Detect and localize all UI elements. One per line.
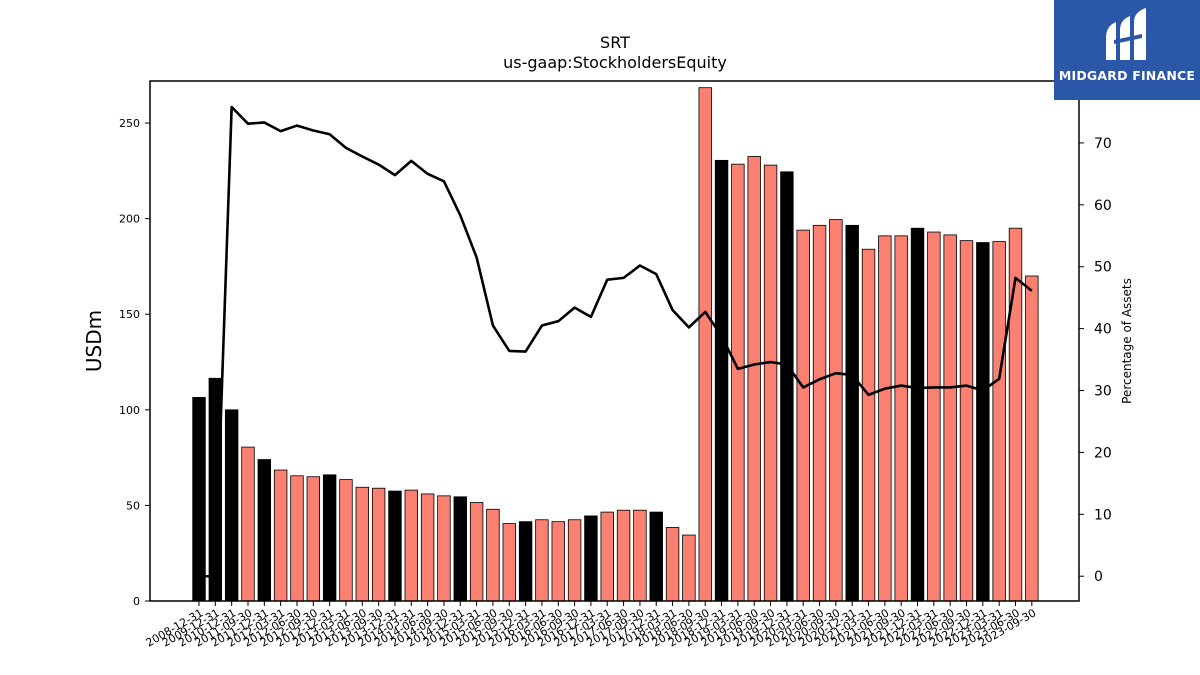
bar-2021-06-30 [878,235,892,602]
bar-2010-12-31 [224,409,239,602]
bar-2021-12-31 [910,227,925,602]
y2-tick-label: 30 [1094,384,1112,400]
x-axis: 2008-12-312009-12-312010-12-312011-09-30… [144,601,1038,650]
bar-2008-12-31 [192,396,206,602]
bar-2017-09-30 [633,509,647,602]
y-axis-right: 0 10 20 30 40 50 60 70 [1079,136,1112,585]
bar-2020-06-30 [812,224,827,602]
bar-2011-12-31 [257,459,272,602]
logo-text: MIDGARD FINANCE [1058,68,1196,83]
y-tick-label: 200 [119,213,140,226]
bar-2021-03-31 [861,248,876,602]
bar-2014-06-30 [420,493,435,602]
bar-2012-06-30 [290,475,304,602]
y2-tick-label: 0 [1094,569,1103,585]
bar-2020-09-30 [829,219,843,602]
y2-tick-label: 10 [1094,507,1112,523]
bar-2015-06-30 [486,508,500,602]
bar-2021-09-30 [894,235,908,602]
bar-2012-12-31 [322,474,337,602]
bar-2014-12-31 [453,496,467,602]
bar-2014-03-31 [404,489,418,602]
bar-2018-09-30 [698,87,712,602]
y-tick-label: 150 [119,308,140,321]
chart-subtitle: us-gaap:StockholdersEquity [503,53,727,72]
y-axis-label: USDm [82,310,106,372]
bar-2016-09-30 [567,519,582,602]
bar-2019-09-30 [763,164,778,602]
bar-2013-09-30 [371,487,386,602]
y2-tick-label: 60 [1094,198,1112,214]
y2-tick-label: 40 [1094,322,1112,338]
midgard-logo-icon [1106,8,1146,60]
bar-2018-03-31 [665,527,680,602]
bar-2020-12-31 [845,224,859,602]
bar-2019-03-31 [731,163,745,602]
bar-2015-09-30 [502,523,516,602]
y-tick-label: 0 [133,595,140,608]
y2-tick-label: 70 [1094,136,1112,152]
plot-frame [149,80,1080,602]
bar-2016-12-31 [584,515,598,602]
bar-2016-06-30 [551,521,565,602]
y-tick-label: 100 [119,404,140,417]
percentage-of-assets-line [199,105,1033,578]
y-tick-label: 250 [119,117,140,130]
chart-title: SRT [600,33,630,52]
bar-2013-06-30 [355,486,370,602]
bar-2017-06-30 [616,509,631,602]
y2-tick-label: 50 [1094,260,1112,276]
percentage-line-series [199,105,1033,578]
bar-2017-12-31 [649,511,663,602]
bar-2015-12-31 [518,521,533,602]
bar-2015-03-31 [469,502,484,602]
bar-2012-03-31 [273,469,288,602]
bar-2019-06-30 [747,156,761,602]
bar-2022-12-31 [976,242,990,602]
bar-2018-06-30 [682,534,696,602]
y2-axis-label: Percentage of Assets [1120,278,1134,404]
bar-2016-03-31 [535,519,549,602]
bar-2020-03-31 [796,229,810,602]
bar-2011-09-30 [241,446,255,602]
bar-2013-03-31 [339,479,353,602]
y2-tick-label: 20 [1094,445,1112,461]
bar-2022-03-31 [927,231,941,602]
bar-2012-09-30 [306,476,321,602]
bar-2019-12-31 [780,171,794,602]
bar-series [192,87,1039,602]
y-axis-left: 0 50 100 150 200 250 [119,117,150,608]
bar-2014-09-30 [437,495,451,602]
bar-2022-09-30 [959,240,974,602]
midgard-finance-logo: MIDGARD FINANCE [1054,0,1200,100]
bar-2018-12-31 [714,159,729,602]
bar-2023-03-31 [992,241,1006,602]
bar-2023-09-30 [1025,275,1039,602]
bar-2017-03-31 [600,511,614,602]
y-tick-label: 50 [126,499,140,512]
bar-2013-12-31 [388,490,402,602]
bar-2022-06-30 [943,234,957,602]
